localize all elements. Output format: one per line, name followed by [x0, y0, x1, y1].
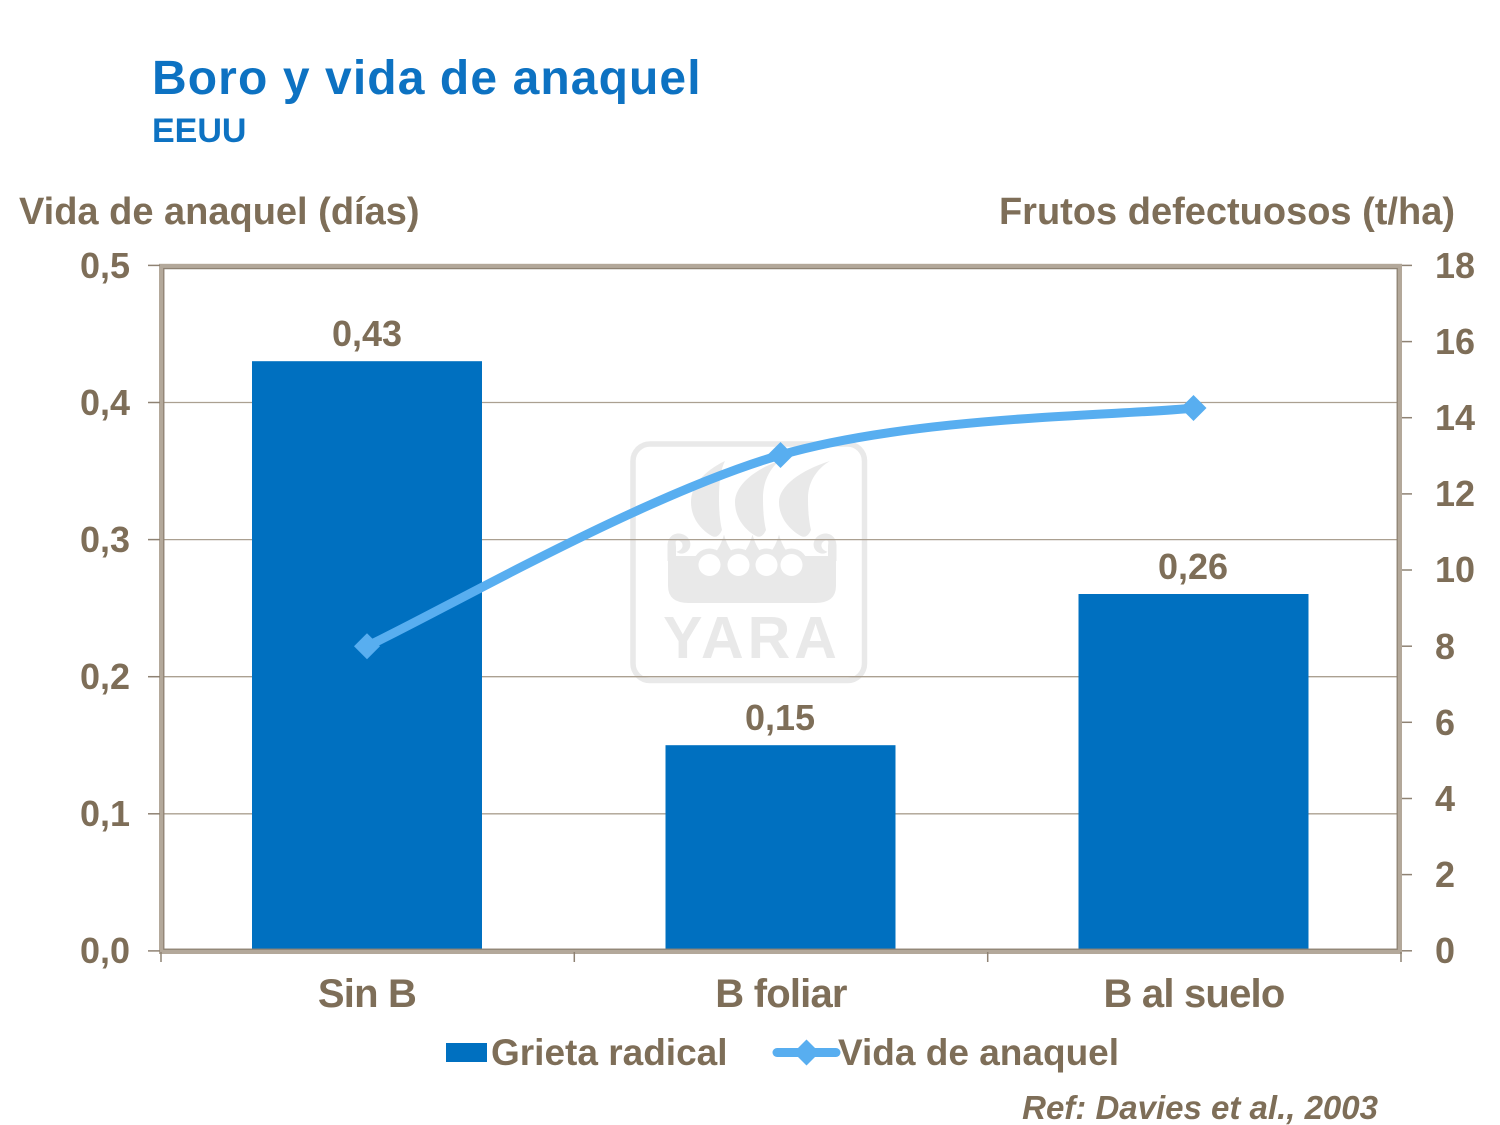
svg-text:YARA: YARA [663, 605, 841, 671]
